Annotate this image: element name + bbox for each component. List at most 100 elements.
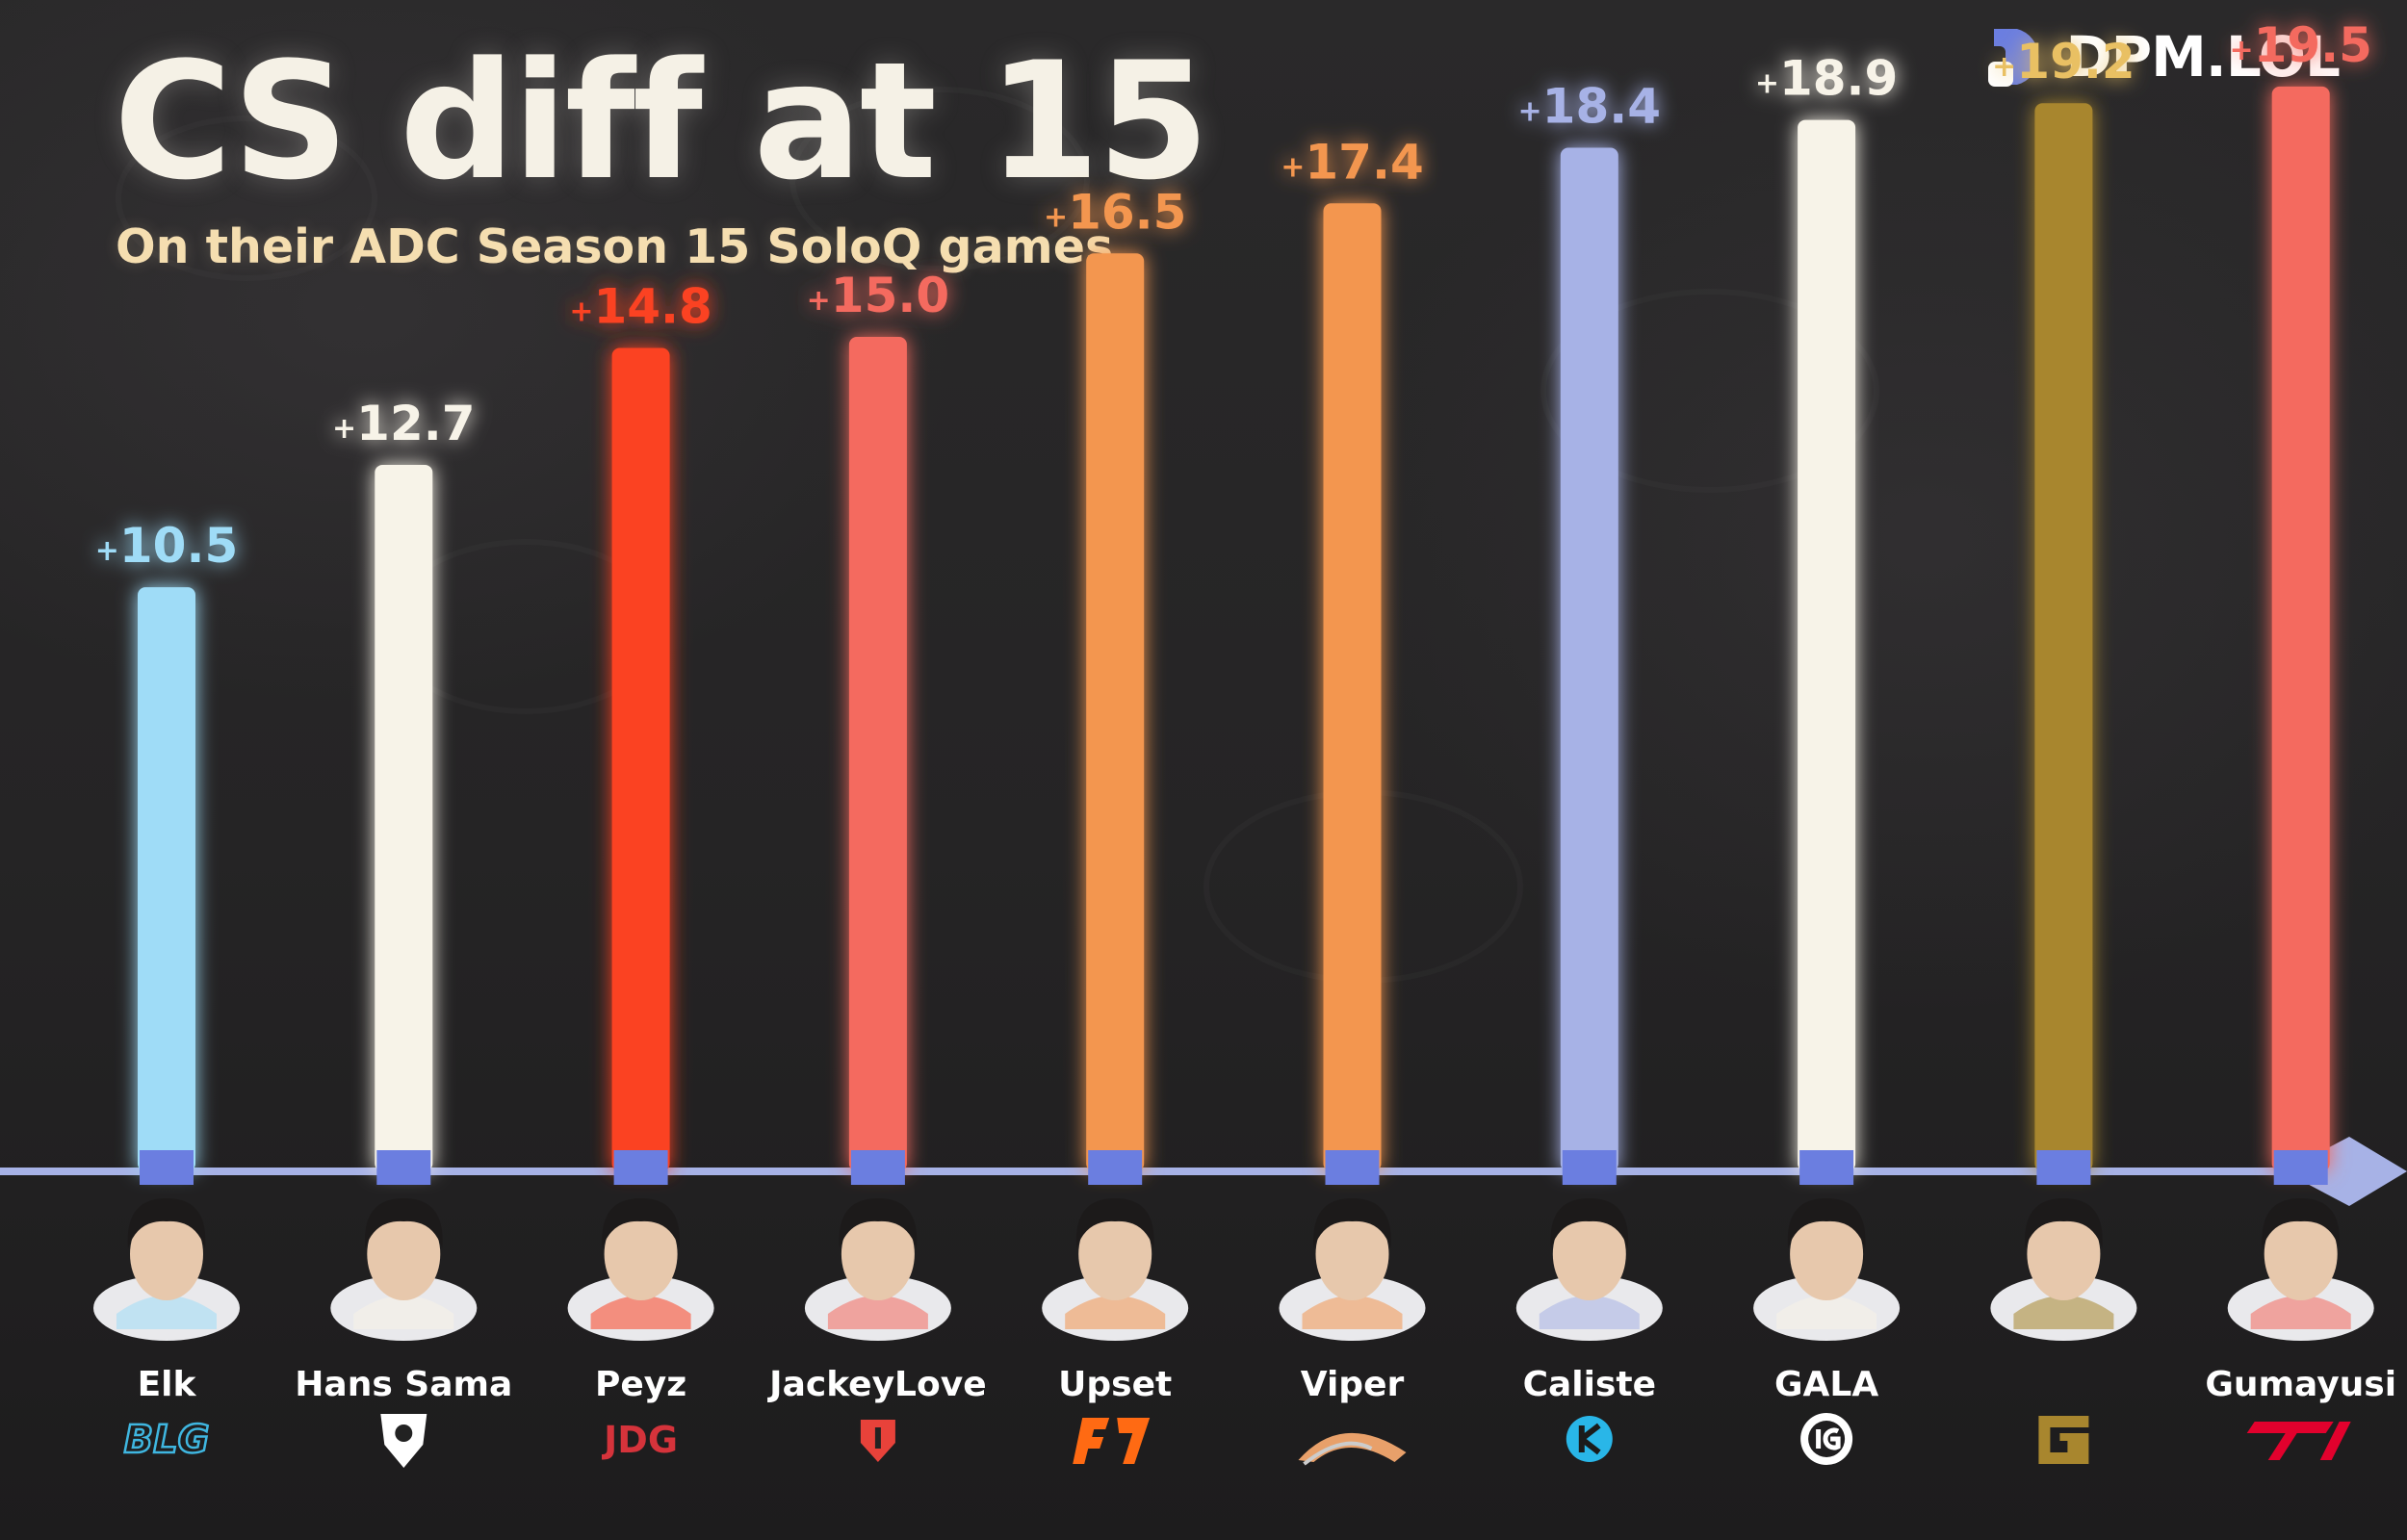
- value-number: 10.5: [119, 518, 238, 574]
- avatar-face: [1315, 1208, 1389, 1300]
- value-prefix: +: [2229, 34, 2253, 67]
- value-number: 16.5: [1068, 184, 1186, 240]
- chart-bar: [1323, 203, 1382, 1171]
- g2-logo-icon: [380, 1414, 427, 1468]
- brand-name: DPM.LOL: [2065, 24, 2341, 90]
- fnatic-logo-icon: [1073, 1418, 1151, 1464]
- player-name: Peyz: [595, 1365, 686, 1404]
- t1-logo-icon: [2246, 1422, 2351, 1460]
- avatar-jersey: [2250, 1296, 2351, 1329]
- karmine-logo-detail: [1578, 1423, 1601, 1455]
- avatar-jersey: [1776, 1296, 1877, 1329]
- avatar-hair: [127, 1198, 206, 1248]
- bar-value-label: +10.5: [95, 518, 239, 574]
- player-name: Upset: [1058, 1365, 1172, 1404]
- chart-bar: [138, 587, 195, 1171]
- player-name: Viper: [1301, 1365, 1405, 1404]
- chart-bar: [1798, 119, 1856, 1172]
- avatar-face: [604, 1208, 678, 1300]
- player-avatar: [330, 1198, 478, 1341]
- baseline-arrow-icon: [2284, 1137, 2407, 1206]
- value-number: 19.2: [2016, 34, 2135, 90]
- player-avatar: [1990, 1198, 2137, 1341]
- avatar-face: [367, 1208, 441, 1300]
- bar-value-label: +19.5: [2229, 17, 2372, 73]
- bar-connector: [2036, 1150, 2091, 1185]
- bar-connector: [1562, 1150, 1617, 1185]
- player-name: JackeyLove: [766, 1365, 986, 1404]
- avatar-jersey: [116, 1296, 217, 1329]
- avatar-jersey: [1539, 1296, 1640, 1329]
- player-name: GALA: [1774, 1365, 1878, 1404]
- avatar-jersey: [590, 1296, 691, 1329]
- avatar-hair: [2025, 1198, 2103, 1248]
- bar-connector: [850, 1150, 905, 1185]
- avatar-hair: [1075, 1198, 1154, 1248]
- avatar-jersey: [1065, 1296, 1166, 1329]
- bar-connector: [1088, 1150, 1143, 1185]
- bar-connector: [140, 1150, 194, 1185]
- avatar-hair: [1313, 1198, 1391, 1248]
- karmine-logo-shape: [1566, 1416, 1613, 1462]
- avatar-face: [2264, 1208, 2338, 1300]
- chart-bar: [1560, 147, 1618, 1172]
- karmine-logo-icon: [1566, 1416, 1613, 1462]
- value-number: 18.9: [1779, 51, 1898, 107]
- value-prefix: +: [1755, 67, 1779, 101]
- avatar-hair: [364, 1198, 443, 1248]
- fnatic-logo-shape: [1073, 1418, 1110, 1464]
- bar-connector: [376, 1150, 431, 1185]
- tes-logo-icon: [860, 1420, 895, 1462]
- bar-value-label: +18.9: [1755, 51, 1899, 107]
- chart-bar: [848, 337, 907, 1171]
- avatar-hair: [1787, 1198, 1866, 1248]
- avatar-hair: [2262, 1198, 2341, 1248]
- bar-value-label: +16.5: [1044, 184, 1187, 240]
- blg-logo-icon: BLG: [122, 1417, 210, 1464]
- chart-bar: [375, 464, 433, 1171]
- bar-value-label: +18.4: [1518, 78, 1662, 134]
- bar-connector: [613, 1150, 668, 1185]
- chart-title: CS diff at 15: [114, 27, 1209, 216]
- player-avatar: [1515, 1198, 1663, 1341]
- chart-bar: [2034, 103, 2093, 1172]
- player-name: Gumayusi: [2205, 1365, 2396, 1404]
- brand-logo: DPM.LOL: [1984, 23, 2341, 90]
- avatar-jersey: [1302, 1296, 1403, 1329]
- avatar-jersey: [353, 1296, 454, 1329]
- t1-logo-t: [2246, 1422, 2334, 1460]
- bar-connector: [1325, 1150, 1380, 1185]
- hle-logo-shape: [1298, 1432, 1407, 1462]
- avatar-jersey: [2013, 1296, 2114, 1329]
- value-prefix: +: [332, 412, 356, 446]
- hle-logo-detail: [1303, 1441, 1373, 1466]
- avatar-face: [1078, 1208, 1152, 1300]
- blg-logo-mark: BLG: [124, 1418, 210, 1462]
- geng-logo-shape: [2038, 1416, 2089, 1464]
- t1-logo-1: [2319, 1422, 2351, 1460]
- player-avatar: [1279, 1198, 1426, 1341]
- jdg-logo-mark: JDG: [601, 1419, 678, 1461]
- avatar-face: [2027, 1208, 2101, 1300]
- value-prefix: +: [1518, 94, 1542, 128]
- avatar-face: [1552, 1208, 1626, 1300]
- bar-value-label: +19.2: [1992, 34, 2135, 90]
- value-prefix: +: [807, 284, 831, 318]
- chart-bar: [611, 347, 670, 1171]
- player-avatar: [804, 1198, 951, 1341]
- geng-logo-icon: [2038, 1416, 2089, 1464]
- bar-value-label: +17.4: [1281, 134, 1424, 190]
- value-number: 18.4: [1542, 78, 1661, 134]
- player-name: Hans Sama: [295, 1365, 512, 1404]
- value-prefix: +: [1281, 150, 1305, 184]
- avatar-jersey: [827, 1296, 928, 1329]
- value-number: 19.5: [2254, 17, 2372, 73]
- player-avatar: [93, 1198, 240, 1341]
- g2-logo-detail: [395, 1424, 413, 1442]
- player-name: Elk: [138, 1365, 197, 1404]
- bar-connector: [1799, 1150, 1854, 1185]
- avatar-hair: [839, 1198, 918, 1248]
- bar-value-label: +15.0: [807, 268, 950, 323]
